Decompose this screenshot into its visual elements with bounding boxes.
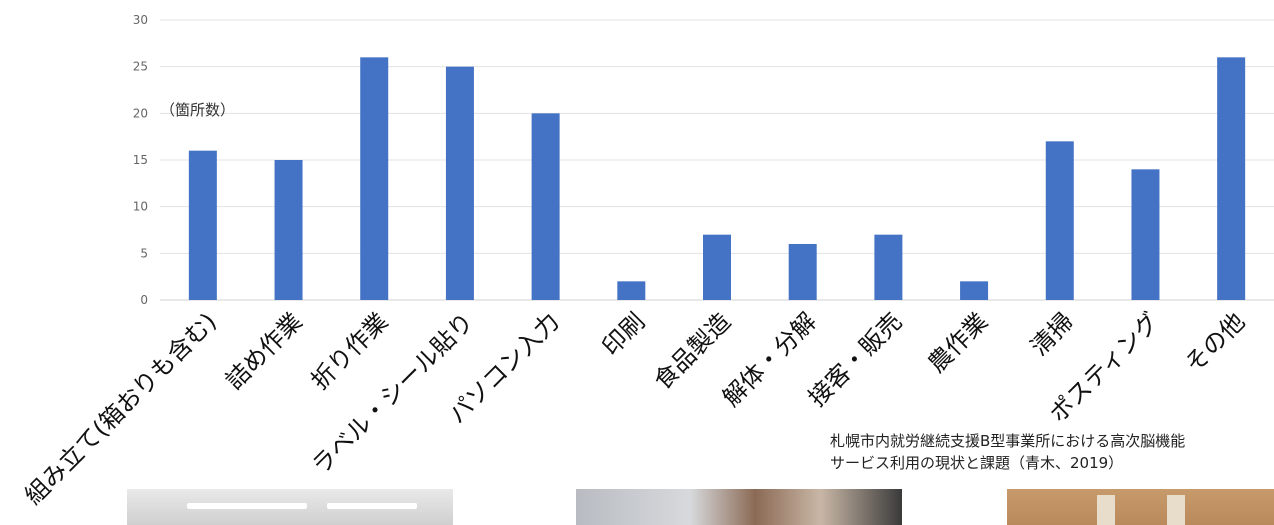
x-tick-label: ラベル・シール貼り: [307, 307, 480, 480]
x-tick-label: 清掃: [1025, 307, 1079, 361]
bar: [874, 234, 903, 300]
bar: [1131, 169, 1160, 300]
x-tick-label: 詰め作業: [220, 307, 308, 395]
ceiling-light: [187, 503, 307, 509]
bar: [531, 113, 560, 300]
bar: [360, 57, 389, 301]
workplace-photo-1: [127, 489, 453, 525]
bar: [1217, 57, 1246, 301]
bar: [960, 281, 989, 300]
bar: [617, 281, 646, 300]
x-tick-label: 折り作業: [306, 307, 394, 395]
bar: [274, 160, 303, 300]
x-tick-label: その他: [1180, 307, 1251, 378]
bars: [188, 57, 1246, 301]
x-tick-label: 接客・販売: [803, 307, 908, 412]
y-tick-label: 25: [133, 60, 148, 74]
door-panel: [1167, 495, 1185, 525]
ceiling-light: [327, 503, 417, 509]
bar: [703, 234, 731, 300]
y-axis-ticks: 0 5 10 15 20 25 30: [133, 13, 148, 307]
gridlines: [160, 19, 1274, 301]
x-tick-label: 印刷: [597, 307, 651, 361]
y-axis-unit-label: （箇所数）: [160, 101, 236, 119]
bar: [788, 244, 817, 300]
x-tick-label: 組み立て(箱おりも含む): [19, 307, 222, 510]
caption-line-1: 札幌市内就労継続支援B型事業所における高次脳機能: [830, 432, 1186, 450]
bar: [1045, 141, 1074, 300]
workplace-photo-3: [1007, 489, 1274, 525]
y-tick-label: 30: [133, 13, 148, 27]
y-tick-label: 20: [133, 106, 148, 120]
door-panel: [1097, 495, 1115, 525]
y-tick-label: 15: [133, 153, 148, 167]
bar: [445, 66, 474, 301]
source-caption: 札幌市内就労継続支援B型事業所における高次脳機能 サービス利用の現状と課題（青木…: [830, 430, 1185, 474]
y-tick-label: 10: [133, 200, 148, 214]
x-tick-label: 農作業: [923, 307, 994, 378]
caption-line-2: サービス利用の現状と課題（青木、2019）: [830, 454, 1124, 472]
x-tick-label: 食品製造: [649, 307, 737, 395]
workplace-photo-2: [576, 489, 902, 525]
y-tick-label: 5: [140, 246, 148, 260]
y-tick-label: 0: [140, 293, 148, 307]
bar: [188, 150, 217, 300]
